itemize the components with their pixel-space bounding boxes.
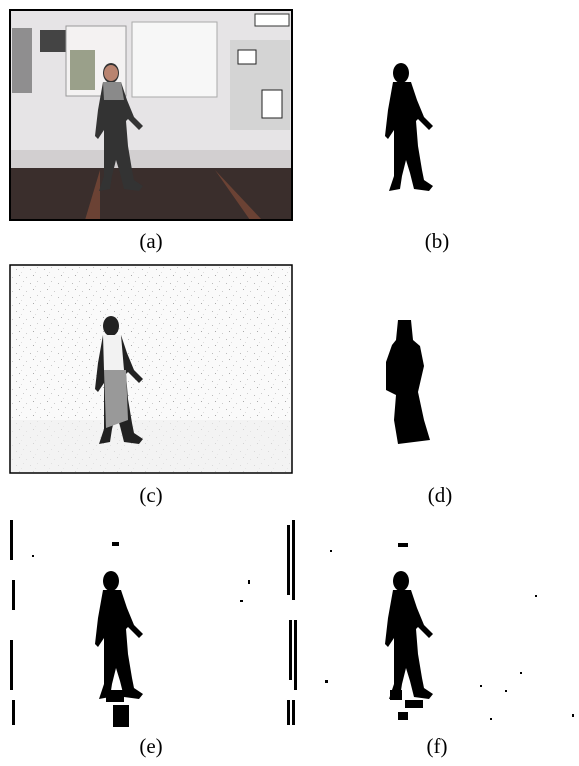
image-e	[10, 520, 292, 727]
caption: (d)	[428, 483, 453, 507]
silhouette-b	[385, 63, 433, 191]
caption: (a)	[139, 229, 162, 253]
photo-a	[10, 10, 292, 220]
image-c	[10, 265, 292, 473]
caption: (e)	[139, 734, 162, 758]
blob-d	[386, 320, 430, 444]
figure: (a) (b) (c) (d) (e) (f)	[0, 0, 579, 766]
image-f	[292, 520, 574, 725]
page: {"panels": [{"label": "(a)"}, {"label": …	[0, 0, 579, 766]
caption: (b)	[425, 229, 450, 253]
caption: (f)	[427, 734, 448, 758]
caption: (c)	[139, 483, 162, 507]
